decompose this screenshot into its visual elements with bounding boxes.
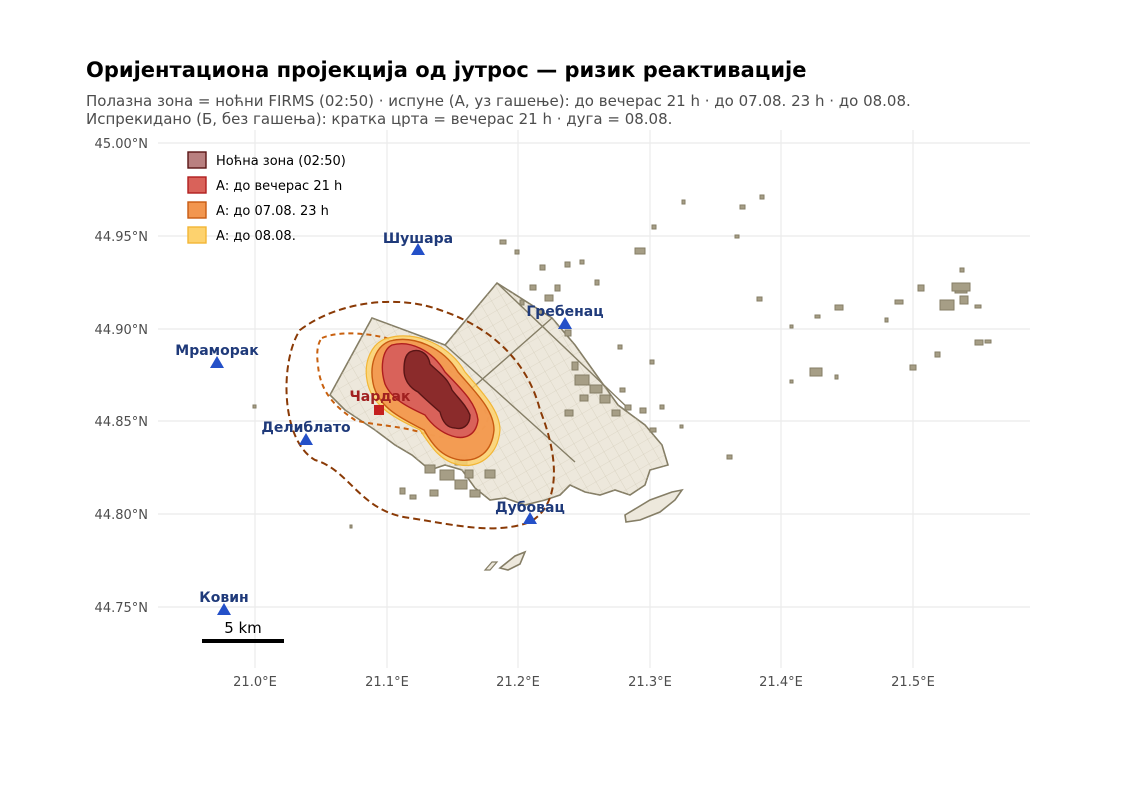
place-marker-triangle — [210, 356, 224, 368]
subtitle-line-2: Испрекидано (Б, без гашења): кратка црта… — [86, 110, 673, 128]
scale-bar-line — [202, 639, 284, 643]
x-tick-label: 21.1°E — [365, 675, 409, 690]
place-label-susara: Шушара — [383, 231, 453, 247]
legend-label: Ноћна зона (02:50) — [216, 154, 346, 169]
x-tick-label: 21.2°E — [496, 675, 540, 690]
y-tick-label: 44.90°N — [95, 323, 148, 338]
place-marker-triangle — [558, 317, 572, 329]
y-tick-label: 44.95°N — [95, 230, 148, 245]
place-marker-triangle — [299, 433, 313, 445]
y-tick-label: 44.80°N — [95, 508, 148, 523]
night-fire-zone — [403, 349, 471, 430]
place-label-deliblato: Делиблато — [261, 420, 351, 436]
place-label-dubovac: Дубовац — [495, 500, 565, 516]
place-marker-triangle — [411, 243, 425, 255]
danube-island — [624, 488, 684, 523]
legend: Ноћна зона (02:50) А: до вечерас 21 h А:… — [187, 151, 346, 244]
legend-label: А: до 07.08. 23 h — [216, 204, 329, 219]
danube-island — [498, 550, 527, 571]
place-marker-triangle — [217, 603, 231, 615]
place-markers — [210, 243, 572, 615]
legend-swatch-a-08-08 — [187, 226, 207, 244]
x-tick-label: 21.4°E — [759, 675, 803, 690]
x-axis-labels: 21.0°E 21.1°E 21.2°E 21.3°E 21.4°E 21.5°… — [233, 675, 935, 690]
y-axis-labels: 45.00°N 44.95°N 44.90°N 44.85°N 44.80°N … — [95, 137, 148, 616]
fire-origin-marker — [374, 405, 384, 415]
place-marker-triangle — [523, 512, 537, 524]
legend-swatch-night-zone — [187, 151, 207, 169]
legend-label: А: до вечерас 21 h — [216, 179, 342, 194]
place-labels: Шушара Гребенац Мраморак Делиблато Дубов… — [175, 231, 603, 606]
x-tick-label: 21.5°E — [891, 675, 935, 690]
place-label-grebenac: Гребенац — [526, 304, 603, 320]
place-label-kovin: Ковин — [199, 590, 248, 606]
place-label-cardak: Чардак — [349, 389, 411, 405]
scale-bar-label: 5 km — [224, 619, 262, 637]
y-tick-label: 45.00°N — [95, 137, 148, 152]
x-tick-label: 21.0°E — [233, 675, 277, 690]
scale-bar: 5 km — [202, 619, 284, 643]
y-tick-label: 44.75°N — [95, 601, 148, 616]
map-title: Оријентациона пројекција од јутрос — риз… — [86, 58, 807, 82]
legend-label: А: до 08.08. — [216, 229, 296, 244]
legend-swatch-a-07-08 — [187, 201, 207, 219]
scenario-a-extents — [365, 335, 501, 467]
legend-swatch-a-tonight — [187, 176, 207, 194]
x-tick-label: 21.3°E — [628, 675, 672, 690]
y-tick-label: 44.85°N — [95, 415, 148, 430]
place-label-mramorak: Мраморак — [175, 343, 259, 359]
subtitle-line-1: Полазна зона = ноћни FIRMS (02:50) · исп… — [86, 92, 911, 110]
dashed-long-extent-08-08 — [285, 300, 555, 530]
